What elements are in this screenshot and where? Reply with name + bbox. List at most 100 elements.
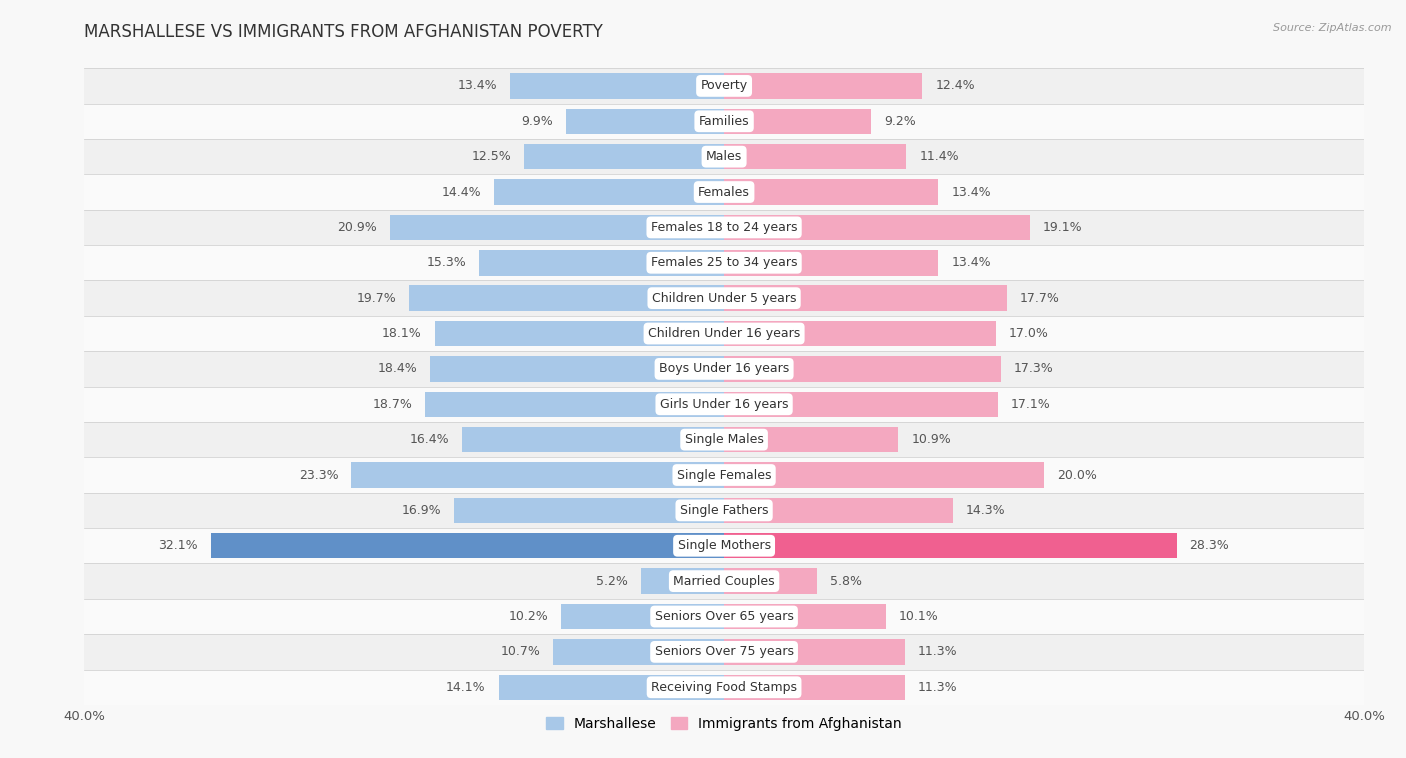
Text: 17.1%: 17.1% [1011, 398, 1050, 411]
Bar [84, 493, 1364, 528]
Bar [84, 669, 1364, 705]
Bar [84, 280, 1364, 316]
Bar [84, 457, 1364, 493]
Bar [724, 462, 1043, 487]
Bar [84, 528, 1364, 563]
Text: 13.4%: 13.4% [952, 186, 991, 199]
Text: 20.0%: 20.0% [1057, 468, 1097, 481]
Text: Males: Males [706, 150, 742, 163]
Text: 11.3%: 11.3% [918, 681, 957, 694]
Text: Single Males: Single Males [685, 433, 763, 446]
Bar [561, 604, 724, 629]
Bar [84, 174, 1364, 210]
Text: 14.3%: 14.3% [966, 504, 1005, 517]
Bar [84, 68, 1364, 104]
Text: 17.7%: 17.7% [1019, 292, 1060, 305]
Text: Families: Families [699, 114, 749, 128]
Bar [84, 422, 1364, 457]
Text: 12.5%: 12.5% [471, 150, 512, 163]
Text: Children Under 5 years: Children Under 5 years [652, 292, 796, 305]
Bar [553, 639, 724, 665]
Bar [724, 356, 1001, 381]
Bar [84, 104, 1364, 139]
Text: 12.4%: 12.4% [935, 80, 974, 92]
Text: Single Mothers: Single Mothers [678, 539, 770, 553]
Text: 17.0%: 17.0% [1008, 327, 1049, 340]
Bar [724, 639, 905, 665]
Bar [409, 286, 724, 311]
Text: Girls Under 16 years: Girls Under 16 years [659, 398, 789, 411]
Bar [84, 316, 1364, 351]
Text: Single Females: Single Females [676, 468, 772, 481]
Text: Seniors Over 65 years: Seniors Over 65 years [655, 610, 793, 623]
Bar [724, 108, 872, 134]
Bar [84, 599, 1364, 634]
Bar [724, 74, 922, 99]
Bar [84, 387, 1364, 422]
Text: 9.2%: 9.2% [884, 114, 915, 128]
Bar [499, 675, 724, 700]
Text: 32.1%: 32.1% [159, 539, 198, 553]
Bar [84, 210, 1364, 245]
Bar [724, 250, 938, 275]
Bar [724, 286, 1007, 311]
Text: 13.4%: 13.4% [952, 256, 991, 269]
Text: 28.3%: 28.3% [1189, 539, 1229, 553]
Text: 15.3%: 15.3% [427, 256, 467, 269]
Text: Married Couples: Married Couples [673, 575, 775, 587]
Text: 5.2%: 5.2% [596, 575, 628, 587]
Bar [724, 392, 998, 417]
Bar [84, 563, 1364, 599]
Bar [724, 568, 817, 594]
Bar [84, 245, 1364, 280]
Bar [724, 604, 886, 629]
Text: 19.7%: 19.7% [357, 292, 396, 305]
Bar [724, 498, 953, 523]
Text: 17.3%: 17.3% [1014, 362, 1053, 375]
Text: 16.9%: 16.9% [401, 504, 441, 517]
Bar [494, 180, 724, 205]
Bar [641, 568, 724, 594]
Text: Seniors Over 75 years: Seniors Over 75 years [655, 645, 793, 659]
Text: 14.4%: 14.4% [441, 186, 481, 199]
Bar [510, 74, 724, 99]
Text: 16.4%: 16.4% [409, 433, 449, 446]
Bar [211, 533, 724, 559]
Bar [724, 180, 938, 205]
Bar [461, 427, 724, 453]
Bar [84, 634, 1364, 669]
Bar [434, 321, 724, 346]
Bar [724, 533, 1177, 559]
Text: Receiving Food Stamps: Receiving Food Stamps [651, 681, 797, 694]
Bar [524, 144, 724, 169]
Text: 10.1%: 10.1% [898, 610, 938, 623]
Text: 10.7%: 10.7% [501, 645, 540, 659]
Bar [724, 215, 1029, 240]
Text: 10.9%: 10.9% [911, 433, 950, 446]
Text: Source: ZipAtlas.com: Source: ZipAtlas.com [1274, 23, 1392, 33]
Text: 18.1%: 18.1% [382, 327, 422, 340]
Text: 13.4%: 13.4% [457, 80, 496, 92]
Bar [430, 356, 724, 381]
Text: Poverty: Poverty [700, 80, 748, 92]
Text: Single Fathers: Single Fathers [681, 504, 768, 517]
Bar [352, 462, 724, 487]
Bar [425, 392, 724, 417]
Text: 9.9%: 9.9% [522, 114, 553, 128]
Text: 19.1%: 19.1% [1042, 221, 1083, 234]
Bar [724, 321, 995, 346]
Bar [84, 139, 1364, 174]
Text: Females 18 to 24 years: Females 18 to 24 years [651, 221, 797, 234]
Text: Children Under 16 years: Children Under 16 years [648, 327, 800, 340]
Text: Females: Females [699, 186, 749, 199]
Bar [724, 675, 905, 700]
Bar [479, 250, 724, 275]
Text: 11.4%: 11.4% [920, 150, 959, 163]
Bar [724, 427, 898, 453]
Text: 18.7%: 18.7% [373, 398, 412, 411]
Text: 14.1%: 14.1% [446, 681, 486, 694]
Text: 5.8%: 5.8% [830, 575, 862, 587]
Text: 11.3%: 11.3% [918, 645, 957, 659]
Bar [389, 215, 724, 240]
Text: MARSHALLESE VS IMMIGRANTS FROM AFGHANISTAN POVERTY: MARSHALLESE VS IMMIGRANTS FROM AFGHANIST… [84, 23, 603, 41]
